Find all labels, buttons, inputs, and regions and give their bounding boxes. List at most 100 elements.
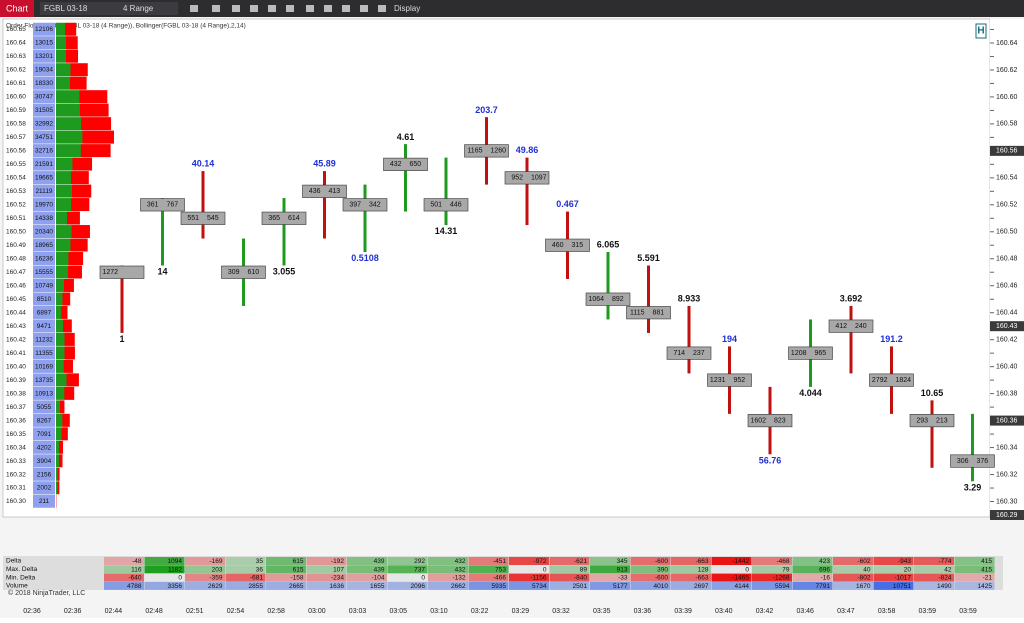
tab-label[interactable]: Chart (6, 3, 29, 13)
profile-volume: 13015 (35, 40, 53, 47)
stats-value: -466 (493, 575, 506, 582)
profile-bar (56, 50, 78, 63)
tool-icon[interactable] (378, 5, 386, 12)
stats-value: 753 (495, 566, 506, 573)
profile-price: 160.49 (6, 242, 26, 249)
profile-bar (56, 77, 87, 90)
stats-value: -234 (331, 575, 344, 582)
profile-bar (56, 319, 72, 332)
poc-bid: 460 (552, 242, 564, 249)
stats-value: 913 (617, 566, 628, 573)
stats-value: 615 (293, 558, 304, 565)
tool-icon[interactable] (212, 5, 220, 12)
profile-price: 160.38 (6, 390, 26, 397)
tool-icon[interactable] (268, 5, 276, 12)
tool-icon[interactable] (324, 5, 332, 12)
profile-volume: 2156 (37, 471, 52, 478)
tool-icon[interactable] (232, 5, 240, 12)
bar-range (364, 185, 367, 252)
period[interactable]: 4 Range (123, 4, 154, 13)
profile-bar (56, 306, 68, 319)
stats-value: 432 (455, 566, 466, 573)
profile-price: 160.50 (6, 229, 26, 236)
stats-value: 1655 (370, 583, 385, 590)
stats-value: -663 (695, 558, 708, 565)
profile-bar (56, 23, 76, 36)
stats-value: 42 (944, 566, 952, 573)
time-label: 03:59 (959, 608, 977, 615)
profile-price: 160.57 (6, 134, 26, 141)
profile-bar (56, 360, 73, 373)
stats-value: 432 (455, 558, 466, 565)
profile-bar (56, 266, 82, 279)
time-label: 03:47 (837, 608, 855, 615)
stats-value: 0 (543, 566, 547, 573)
price-label: 160.58 (996, 121, 1018, 128)
stats-value: -681 (250, 575, 263, 582)
bar-label: 191.2 (880, 334, 903, 344)
poc-bid: 365 (268, 215, 280, 222)
logo-letter: H (977, 26, 984, 37)
profile-bar (56, 198, 89, 211)
profile-volume: 32992 (35, 121, 53, 128)
tool-icon[interactable] (286, 5, 294, 12)
stats-value: 89 (580, 566, 588, 573)
stats-value: -824 (938, 575, 951, 582)
poc-ask: 892 (612, 296, 624, 303)
tool-icon[interactable] (306, 5, 314, 12)
bar-label: 4.044 (799, 388, 822, 398)
stats-value: -468 (776, 558, 789, 565)
profile-volume: 20340 (35, 229, 53, 236)
bar-label: 40.14 (192, 159, 215, 169)
profile-volume: 7091 (37, 431, 52, 438)
price-marker-label: 160.56 (996, 148, 1018, 155)
stats-value: -359 (209, 575, 222, 582)
stats-value: -158 (290, 575, 303, 582)
poc-bid: 293 (916, 417, 928, 424)
poc-ask: 650 (410, 161, 422, 168)
profile-price: 160.34 (6, 444, 26, 451)
profile-bar (56, 333, 75, 346)
stats-value: -1442 (732, 558, 749, 565)
tool-icon[interactable] (250, 5, 258, 12)
stats-value: -33 (618, 575, 628, 582)
stats-value: 4010 (654, 583, 669, 590)
stats-value: 1670 (856, 583, 871, 590)
bar-range (688, 306, 691, 373)
display-button[interactable]: Display (394, 4, 420, 13)
profile-bar (56, 414, 70, 427)
profile-volume: 11232 (35, 336, 53, 343)
stats-value: 439 (374, 566, 385, 573)
profile-price: 160.48 (6, 255, 26, 262)
poc-ask: 342 (369, 202, 381, 209)
profile-price: 160.51 (6, 215, 26, 222)
tool-icon[interactable] (190, 5, 198, 12)
profile-price: 160.31 (6, 485, 26, 492)
tool-icon[interactable] (360, 5, 368, 12)
stats-value: 79 (782, 566, 790, 573)
poc-ask: 376 (977, 458, 989, 465)
stats-value: -451 (493, 558, 506, 565)
poc-ask: 1824 (896, 377, 912, 384)
stats-value: 345 (617, 558, 628, 565)
profile-price: 160.61 (6, 80, 26, 87)
tool-icon[interactable] (342, 5, 350, 12)
stats-value: 128 (698, 566, 709, 573)
plot-area (3, 19, 990, 517)
stats-value: 1636 (330, 583, 345, 590)
stats-value: -621 (574, 558, 587, 565)
stats-row-label: Delta (6, 558, 22, 565)
stats-value: 40 (863, 566, 871, 573)
poc-ask: 952 (734, 377, 746, 384)
profile-volume: 15555 (35, 269, 53, 276)
profile-volume: 18965 (35, 242, 53, 249)
poc-bid: 309 (228, 269, 240, 276)
time-label: 03:29 (512, 608, 530, 615)
stats-value: -840 (574, 575, 587, 582)
profile-price: 160.59 (6, 107, 26, 114)
poc-bid: 952 (511, 175, 523, 182)
price-marker-label: 160.36 (996, 417, 1018, 424)
profile-volume: 6897 (37, 309, 52, 316)
instrument[interactable]: FGBL 03-18 (44, 4, 88, 13)
poc-ask: 1260 (491, 148, 507, 155)
